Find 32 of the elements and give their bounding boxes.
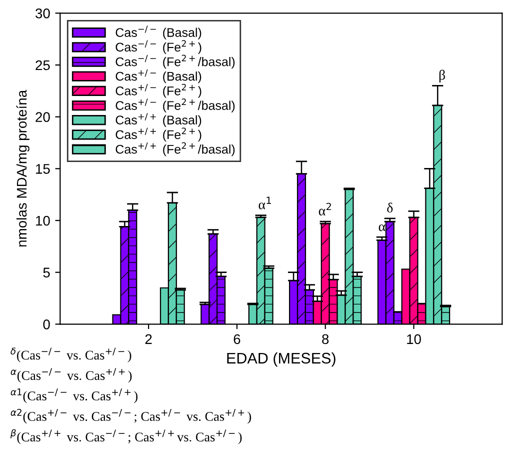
legend-label: Cas$^{+/−}$ (Fe$^{2+}$)	[116, 84, 202, 98]
legend-label: Cas$^{+/+}$ (Fe$^{2+}$/basal)	[116, 142, 235, 156]
text: $^{β}$(Cas$^{+/+}$ vs. Cas$^{−/−}$; Cas$^{+/+}$vs. Cas$^{+/−}$)	[10, 429, 242, 444]
x-tick-label: 8	[322, 334, 329, 344]
y-tick-label: 25	[36, 60, 50, 70]
y-tick-label: 20	[36, 112, 50, 122]
y-tick-label: 5	[43, 268, 50, 278]
text: $^{α2}$(Cas$^{+/−}$ vs. Cas$^{−/−}$; Cas$^{+/−}$ vs. Cas$^{+/+}$)	[10, 408, 252, 424]
annotation: α$^{2}$	[318, 202, 331, 216]
legend-label: Cas$^{+/−}$ (Fe$^{2+}$/basal)	[116, 98, 235, 112]
annotation: β	[439, 70, 446, 83]
text: $^{δ}$(Cas$^{−/−}$ vs. Cas$^{+/−}$)	[10, 348, 132, 362]
annotation: α	[378, 224, 386, 232]
x-axis-title: EDAD (MESES)	[227, 352, 336, 367]
legend-label: Cas$^{+/−}$ (Basal)	[116, 69, 202, 84]
legend-label: Cas$^{+/+}$ (Fe$^{2+}$)	[116, 128, 202, 142]
annotation: α$^{1}$	[258, 196, 271, 210]
y-axis-title: nmolas MDA/mg proteína	[16, 90, 30, 246]
x-tick-label: 6	[234, 334, 240, 344]
y-tick-label: 10	[36, 216, 50, 226]
y-tick-label: 30	[36, 8, 50, 18]
y-tick-label: 15	[36, 164, 50, 174]
text: $^{α}$(Cas$^{−/−}$ vs. Cas$^{+/+}$)	[10, 368, 132, 383]
legend-label: Cas$^{−/−}$ (Fe$^{2+}$/basal)	[116, 54, 235, 69]
x-tick-label: 2	[145, 334, 152, 344]
legend-label: Cas$^{−/−}$ (Fe$^{2+}$)	[116, 40, 202, 54]
y-tick-label: 0	[43, 319, 50, 330]
x-tick-label: 10	[407, 334, 421, 344]
annotation: δ	[387, 202, 393, 212]
text: $^{α1}$(Cas$^{−/−}$ vs. Cas$^{+/+}$)	[10, 388, 138, 404]
legend-label: Cas$^{+/+}$ (Basal)	[116, 113, 202, 127]
legend-label: Cas$^{−/−}$ (Basal)	[116, 26, 202, 40]
